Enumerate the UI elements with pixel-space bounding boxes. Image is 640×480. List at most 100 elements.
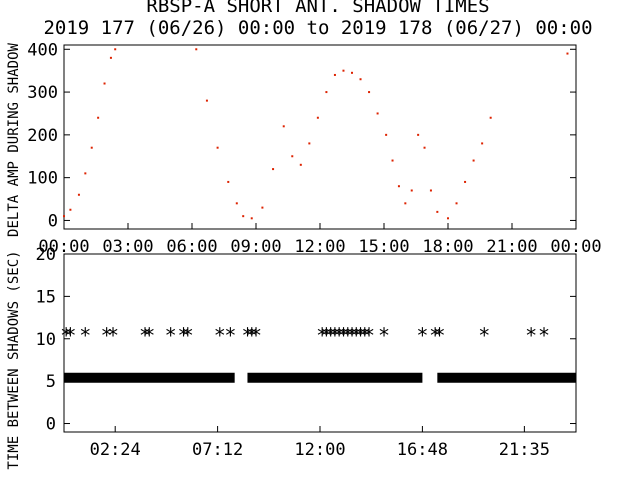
data-point-10s: * (325, 324, 337, 348)
chart-subtitle: 2019 177 (06/26) 00:00 to 2019 178 (06/2… (43, 17, 592, 39)
data-point-top (397, 185, 400, 188)
data-point-top (342, 69, 345, 72)
data-point-top (97, 116, 100, 119)
data-point-top (410, 189, 413, 192)
x-tick-label-top: 06:00 (166, 237, 217, 257)
data-point-10s: * (246, 324, 258, 348)
data-point-top (299, 163, 302, 166)
y-tick-label-top: 100 (27, 169, 58, 189)
data-point-top (455, 202, 458, 205)
data-point-10s: * (64, 324, 76, 348)
x-tick-label-bottom: 16:48 (397, 440, 448, 460)
x-tick-label-top: 18:00 (422, 237, 473, 257)
data-point-10s: * (433, 324, 445, 348)
data-point-10s: * (139, 324, 151, 348)
data-point-top (114, 48, 117, 51)
data-point-10s: * (538, 324, 550, 348)
data-point-top (368, 91, 371, 94)
data-point-10s: * (60, 324, 72, 348)
x-tick-label-bottom: 07:12 (192, 440, 243, 460)
data-point-10s: * (342, 324, 354, 348)
data-point-top (447, 217, 449, 220)
x-tick-label-top: 09:00 (230, 237, 281, 257)
data-point-10s: * (316, 324, 328, 348)
y-tick-label-bottom: 5 (46, 372, 56, 392)
data-point-10s: * (177, 324, 189, 348)
plot-frame-top (63, 44, 577, 230)
data-point-top (489, 116, 492, 119)
y-axis-label-bottom: TIME BETWEEN SHADOWS (SEC) (6, 250, 22, 469)
x-tick-label-bottom: 21:35 (499, 440, 550, 460)
y-tick-label-top: 0 (48, 211, 58, 231)
data-point-top (250, 217, 253, 220)
data-point-top (282, 125, 285, 128)
data-band-5s (247, 372, 423, 383)
data-point-10s: * (363, 324, 375, 348)
data-point-top (109, 56, 112, 59)
x-tick-label-top: 12:00 (294, 237, 345, 257)
data-point-10s: * (101, 324, 113, 348)
data-point-10s: * (214, 324, 226, 348)
data-point-top (103, 82, 106, 85)
data-point-10s: * (337, 324, 349, 348)
data-point-top (351, 71, 353, 74)
x-tick-label-top: 03:00 (102, 237, 153, 257)
data-point-top (216, 146, 219, 149)
data-point-top (436, 210, 439, 213)
data-point-top (481, 142, 484, 145)
data-band-5s (64, 372, 235, 383)
data-point-top (417, 133, 420, 136)
y-tick-label-top: 200 (27, 126, 58, 146)
data-point-10s: * (355, 324, 367, 348)
data-point-top (77, 193, 80, 196)
data-point-10s: * (320, 324, 332, 348)
data-point-top (84, 172, 87, 175)
data-point-10s: * (350, 324, 362, 348)
data-point-top (429, 189, 432, 192)
data-point-top (325, 91, 328, 94)
data-point-top (423, 146, 426, 149)
y-tick-label-bottom: 20 (36, 245, 56, 265)
data-point-10s: * (79, 324, 91, 348)
x-tick-label-bottom: 12:00 (294, 440, 345, 460)
y-tick-label-bottom: 15 (36, 287, 56, 307)
data-point-top (195, 48, 198, 51)
data-point-10s: * (165, 324, 177, 348)
data-point-top (242, 215, 245, 218)
data-point-10s: * (329, 324, 341, 348)
data-point-top (359, 78, 362, 81)
data-point-10s: * (429, 324, 441, 348)
data-point-10s: * (107, 324, 119, 348)
y-tick-label-bottom: 0 (46, 415, 56, 435)
data-point-10s: * (250, 324, 262, 348)
x-tick-label-top: 00:00 (38, 237, 89, 257)
data-point-top (308, 142, 311, 145)
data-point-top (391, 159, 394, 162)
data-point-top (316, 116, 319, 119)
data-point-top (385, 133, 388, 136)
y-axis-label-top: DELTA AMP DURING SHADOW (6, 43, 22, 237)
data-point-10s: * (346, 324, 358, 348)
data-point-top (63, 215, 65, 218)
y-tick-label-top: 300 (27, 83, 58, 103)
data-point-top (227, 180, 230, 183)
x-tick-label-bottom: 02:24 (90, 440, 141, 460)
data-point-top (90, 146, 93, 149)
data-point-10s: * (378, 324, 390, 348)
data-point-top (69, 208, 72, 211)
data-point-top (376, 112, 379, 115)
data-point-top (235, 202, 238, 205)
data-point-top (566, 52, 569, 55)
data-point-10s: * (333, 324, 345, 348)
data-point-top (333, 73, 336, 76)
data-point-10s: * (143, 324, 155, 348)
y-tick-label-top: 400 (27, 40, 58, 60)
data-point-top (404, 202, 407, 205)
data-point-10s: * (525, 324, 537, 348)
y-tick-label-bottom: 10 (36, 330, 56, 350)
data-point-top (464, 180, 467, 183)
data-band-5s (437, 372, 576, 383)
data-point-10s: * (478, 324, 490, 348)
